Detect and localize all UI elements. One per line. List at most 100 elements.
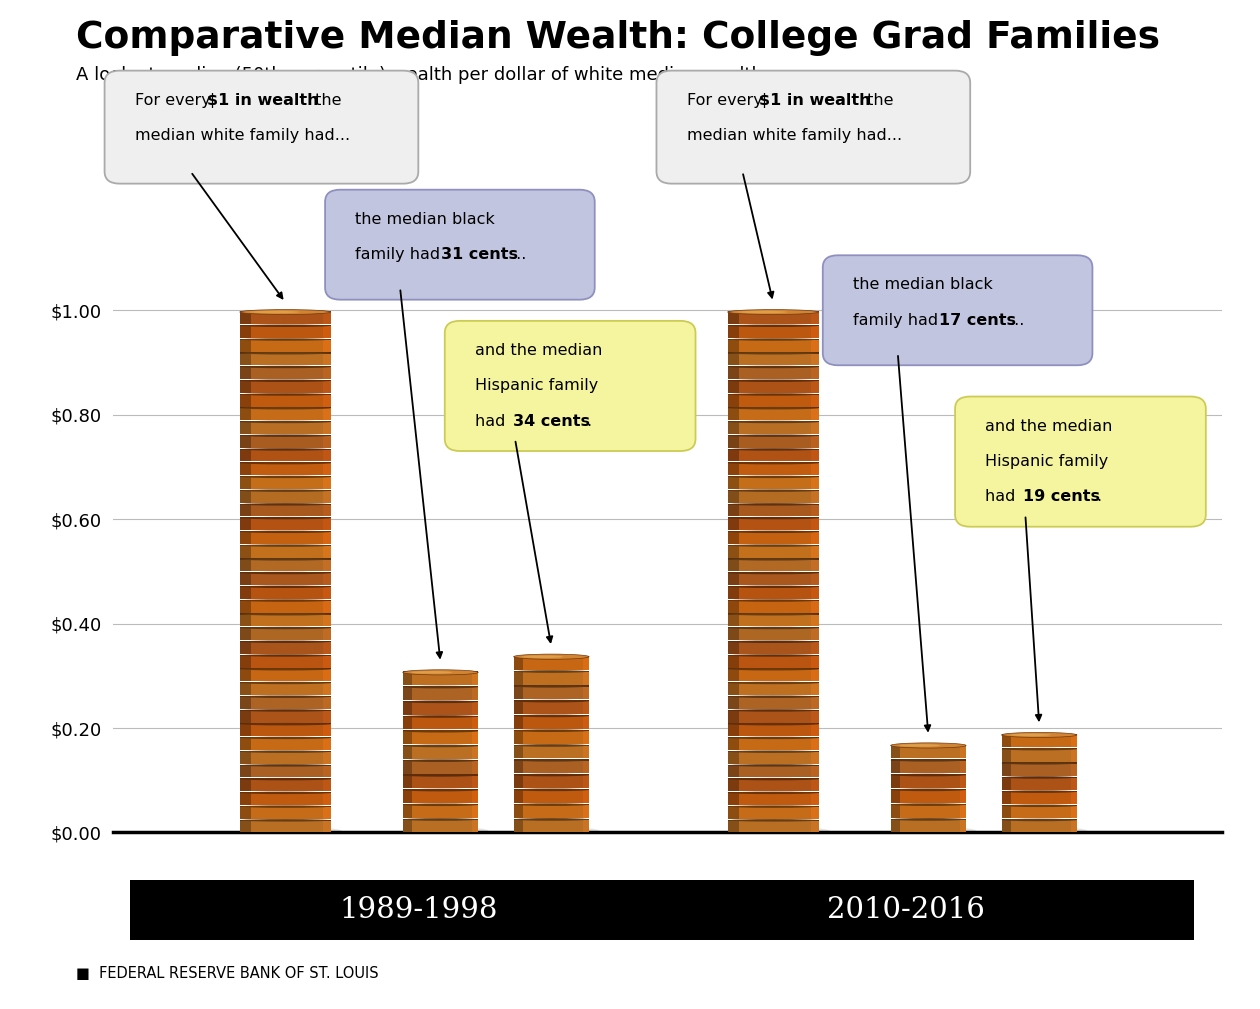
Bar [514,819,523,832]
Ellipse shape [728,819,819,821]
Bar [728,779,738,791]
Bar [891,746,900,759]
Bar [403,686,479,687]
Bar [728,531,819,532]
Bar [728,614,819,627]
Bar [514,686,590,699]
Ellipse shape [239,792,330,794]
Bar [239,641,330,642]
Bar [811,326,819,338]
Ellipse shape [1002,733,1077,738]
Text: median white family had...: median white family had... [135,128,350,143]
Bar [583,760,590,773]
Bar [1002,792,1011,804]
Ellipse shape [891,743,966,748]
Bar [960,746,966,759]
Ellipse shape [239,338,330,341]
Bar [239,682,330,683]
Bar [811,656,819,668]
Bar [239,559,251,571]
Text: the median black: the median black [853,277,993,293]
Ellipse shape [728,365,819,368]
Text: family had: family had [853,313,944,328]
Bar [960,790,966,803]
Bar [403,687,412,700]
Bar [514,818,590,819]
Bar [1002,735,1077,748]
Bar [811,312,819,324]
Bar [728,532,738,544]
Bar [728,394,819,395]
Ellipse shape [1002,748,1077,751]
Bar [403,805,479,817]
Bar [239,532,251,544]
Bar [239,806,251,818]
Ellipse shape [239,778,330,780]
Bar [811,724,819,737]
Bar [324,669,330,681]
Bar [324,490,330,502]
Bar [239,766,251,778]
Ellipse shape [239,435,330,437]
Text: A look at median (50th percentile) wealth per dollar of white median wealth: A look at median (50th percentile) wealt… [76,66,762,84]
Bar [514,819,590,832]
Ellipse shape [514,744,590,747]
Bar [239,696,330,697]
Ellipse shape [239,819,330,821]
Ellipse shape [239,352,330,354]
Bar [239,380,330,381]
Text: .: . [1096,489,1101,504]
Text: $1 in wealth: $1 in wealth [207,93,319,108]
Bar [811,710,819,722]
Bar [514,804,590,805]
Bar [728,422,819,434]
Bar [239,683,330,695]
Ellipse shape [514,803,590,806]
Bar [324,738,330,750]
Bar [583,746,590,759]
Bar [728,752,738,764]
Bar [891,790,900,803]
Bar [811,367,819,379]
Bar [728,436,738,448]
Ellipse shape [239,379,330,382]
Bar [239,792,330,793]
Bar [891,804,966,805]
Bar [728,380,819,393]
Bar [239,628,330,629]
Ellipse shape [728,585,819,588]
Ellipse shape [239,489,330,491]
Bar [891,819,900,832]
Ellipse shape [728,503,819,506]
Bar [239,395,330,407]
Bar [1071,763,1077,776]
Bar [239,806,330,818]
Bar [811,395,819,407]
Ellipse shape [239,503,330,506]
Ellipse shape [403,670,479,675]
Bar [1071,778,1077,790]
Bar [403,732,412,745]
Bar [239,738,330,750]
Bar [324,642,330,654]
Bar [728,656,819,668]
Ellipse shape [728,599,819,601]
Bar [728,614,738,627]
Ellipse shape [514,654,590,659]
Bar [728,628,738,640]
Bar [239,518,330,519]
Ellipse shape [728,435,819,437]
Ellipse shape [403,715,479,717]
Ellipse shape [239,695,330,698]
Bar [403,775,479,776]
Text: and the median: and the median [475,343,602,358]
Text: Hispanic family: Hispanic family [475,378,598,394]
Ellipse shape [728,792,819,794]
Ellipse shape [728,722,819,725]
Ellipse shape [1002,804,1077,807]
Bar [514,700,590,701]
Bar [324,628,330,640]
Bar [811,628,819,640]
Bar [324,779,330,791]
Bar [239,696,251,708]
